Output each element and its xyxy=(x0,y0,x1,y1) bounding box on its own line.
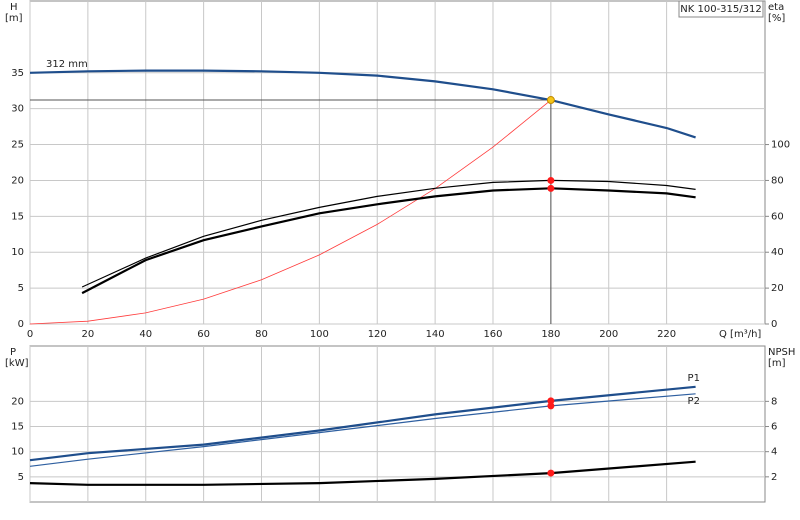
x-tick-label: 160 xyxy=(483,329,502,340)
series-line xyxy=(81,187,696,295)
plot-area xyxy=(29,345,766,503)
y2-tick-label: 100 xyxy=(771,140,790,151)
operating-point xyxy=(546,96,555,105)
operating-point xyxy=(547,184,555,192)
y-axis-label: P xyxy=(10,347,16,358)
y2-tick-label: 8 xyxy=(771,396,777,407)
x-tick-label: 0 xyxy=(27,329,33,340)
title-box xyxy=(678,0,764,18)
y2-tick-label: 0 xyxy=(771,319,777,330)
x-tick-label: 20 xyxy=(82,329,95,340)
y2-tick-label: 60 xyxy=(771,211,784,222)
y-tick-label: 15 xyxy=(11,211,24,222)
x-tick-label: 60 xyxy=(197,329,210,340)
y-tick-label: 5 xyxy=(18,472,24,483)
y2-axis-label: eta xyxy=(768,2,784,13)
y2-tick-label: 2 xyxy=(771,472,777,483)
x-tick-label: 220 xyxy=(657,329,676,340)
x-tick-label: 120 xyxy=(368,329,387,340)
series-label: 312 mm xyxy=(46,59,88,70)
y-tick-label: 10 xyxy=(11,247,24,258)
y-tick-label: 25 xyxy=(11,140,24,151)
x-tick-label: 100 xyxy=(310,329,329,340)
y2-tick-label: 80 xyxy=(771,175,784,186)
y-tick-label: 30 xyxy=(11,104,24,115)
x-tick-label: 200 xyxy=(599,329,618,340)
x-tick-label: 140 xyxy=(426,329,445,340)
series-line xyxy=(81,179,696,288)
y-axis-unit: [kW] xyxy=(5,358,29,369)
operating-point xyxy=(547,397,555,405)
series-label: P2 xyxy=(688,396,700,407)
operating-point xyxy=(547,402,555,410)
plot-area xyxy=(29,0,766,325)
operating-point xyxy=(547,469,555,477)
y-axis-label: H xyxy=(10,2,18,13)
y-tick-label: 15 xyxy=(11,422,24,433)
chart-title: NK 100-315/312 xyxy=(680,4,761,15)
y-tick-label: 5 xyxy=(18,283,24,294)
x-tick-label: 40 xyxy=(139,329,152,340)
x-tick-label: 180 xyxy=(541,329,560,340)
y2-tick-label: 20 xyxy=(771,283,784,294)
y2-axis-unit: [%] xyxy=(768,13,785,24)
y2-axis-unit: [m] xyxy=(768,358,786,369)
y-tick-label: 20 xyxy=(11,396,24,407)
operating-point xyxy=(547,176,555,184)
y-tick-label: 35 xyxy=(11,68,24,79)
y2-axis-label: NPSH xyxy=(768,347,795,358)
series-line xyxy=(29,69,696,139)
series-label: P1 xyxy=(688,373,700,384)
x-tick-label: 80 xyxy=(255,329,268,340)
series-line xyxy=(29,99,552,325)
y2-tick-label: 6 xyxy=(771,422,777,433)
y2-tick-label: 4 xyxy=(771,447,777,458)
y2-tick-label: 40 xyxy=(771,247,784,258)
x-axis-label: Q [m³/h] xyxy=(719,329,761,340)
y-tick-label: 0 xyxy=(18,319,24,330)
y-axis-unit: [m] xyxy=(5,13,23,24)
y-tick-label: 20 xyxy=(11,175,24,186)
y-tick-label: 10 xyxy=(11,447,24,458)
